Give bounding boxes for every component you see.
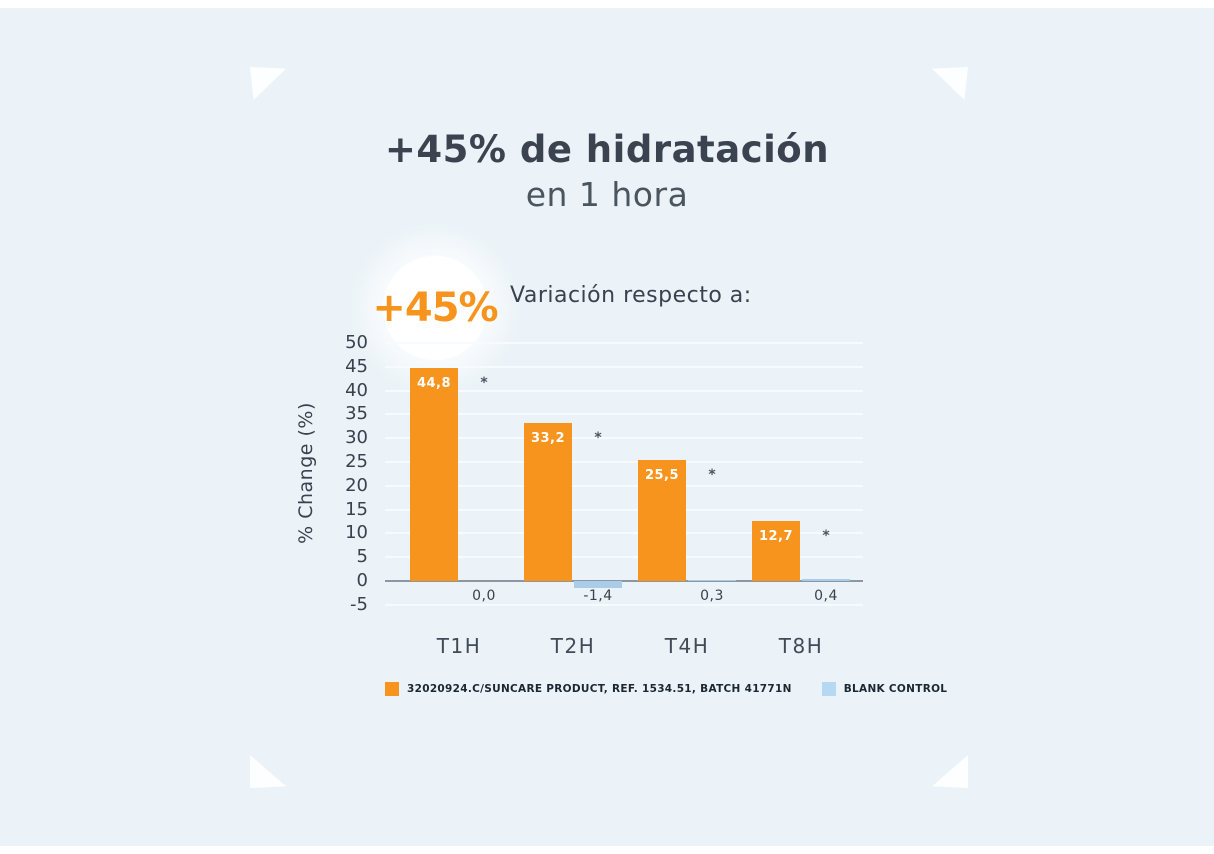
gridline-35 xyxy=(385,413,863,416)
gridline-50 xyxy=(385,342,863,344)
bar-control-t8h xyxy=(802,579,850,581)
gridline-5 xyxy=(385,556,863,559)
legend-swatch-icon xyxy=(385,682,399,696)
y-tick-30: 30 xyxy=(345,427,368,449)
bottom-edge-strip xyxy=(0,846,1214,854)
y-tick-35: 35 xyxy=(345,403,368,425)
corner-mark-bottom-right xyxy=(932,755,968,788)
gridline-30 xyxy=(385,437,863,440)
bar-value-product-t2h: 33,2 xyxy=(530,430,566,446)
corner-mark-bottom-left xyxy=(250,755,286,788)
bar-value-control-t2h: -1,4 xyxy=(583,588,613,604)
bar-value-control-t4h: 0,3 xyxy=(700,588,724,604)
gridline-20 xyxy=(385,484,863,487)
y-tick-20: 20 xyxy=(345,474,368,496)
x-label-t1h: T1H xyxy=(436,634,482,658)
y-tick-45: 45 xyxy=(345,355,368,377)
bar-control-t4h xyxy=(688,579,736,581)
gridline-25 xyxy=(385,461,863,463)
bar-product-t4h xyxy=(638,459,686,581)
bar-control-t2h xyxy=(574,581,622,588)
y-tick-0: 0 xyxy=(356,570,368,591)
bar-value-product-t4h: 25,5 xyxy=(644,467,680,483)
top-edge-strip xyxy=(0,0,1214,8)
y-tick-5: 5 xyxy=(356,546,368,568)
legend-item-1: BLANK CONTROL xyxy=(821,682,948,696)
percentage-badge: +45% xyxy=(372,256,499,360)
legend-swatch-icon xyxy=(821,682,836,696)
x-label-t8h: T8H xyxy=(778,634,824,658)
bar-product-t2h xyxy=(524,422,572,581)
bar-value-control-t8h: 0,4 xyxy=(814,588,838,604)
y-tick-50: 50 xyxy=(345,332,368,353)
chart-legend: 32020924.C/SUNCARE PRODUCT, REF. 1534.51… xyxy=(385,682,948,696)
significance-marker-t8h: * xyxy=(822,527,830,544)
percentage-badge-text: +45% xyxy=(372,285,498,331)
bar-value-product-t8h: 12,7 xyxy=(758,528,794,544)
corner-mark-top-left xyxy=(250,67,286,100)
y-tick--5: -5 xyxy=(350,593,368,615)
bar-value-control-t1h: 0,0 xyxy=(472,588,496,604)
legend-item-0: 32020924.C/SUNCARE PRODUCT, REF. 1534.51… xyxy=(385,682,792,696)
gridline-45 xyxy=(385,365,863,368)
significance-marker-t4h: * xyxy=(708,466,716,483)
gridline-10 xyxy=(385,532,863,535)
x-axis-line xyxy=(385,580,863,582)
significance-marker-t2h: * xyxy=(594,429,602,446)
bar-product-t8h xyxy=(752,520,800,581)
corner-mark-top-right xyxy=(932,67,968,100)
significance-marker-t1h: * xyxy=(480,374,488,391)
page-title: +45% de hidratación xyxy=(384,128,830,171)
bar-product-t1h xyxy=(410,367,458,581)
title-block: +45% de hidratación en 1 hora xyxy=(0,128,1214,214)
y-tick-40: 40 xyxy=(345,379,368,401)
x-label-t2h: T2H xyxy=(550,634,596,658)
legend-item-label: BLANK CONTROL xyxy=(843,683,948,695)
page-subtitle: en 1 hora xyxy=(525,175,689,214)
y-tick-10: 10 xyxy=(345,522,368,544)
variation-label: Variación respecto a: xyxy=(510,283,752,308)
y-tick-15: 15 xyxy=(345,498,368,520)
y-tick-25: 25 xyxy=(345,451,368,472)
legend-item-label: 32020924.C/SUNCARE PRODUCT, REF. 1534.51… xyxy=(407,683,792,695)
bar-value-product-t1h: 44,8 xyxy=(416,375,452,391)
gridline-40 xyxy=(385,389,863,392)
y-axis-title: % Change (%) xyxy=(295,402,317,544)
gridline-15 xyxy=(385,508,863,511)
gridline--5 xyxy=(385,603,863,606)
x-label-t4h: T4H xyxy=(664,634,710,658)
